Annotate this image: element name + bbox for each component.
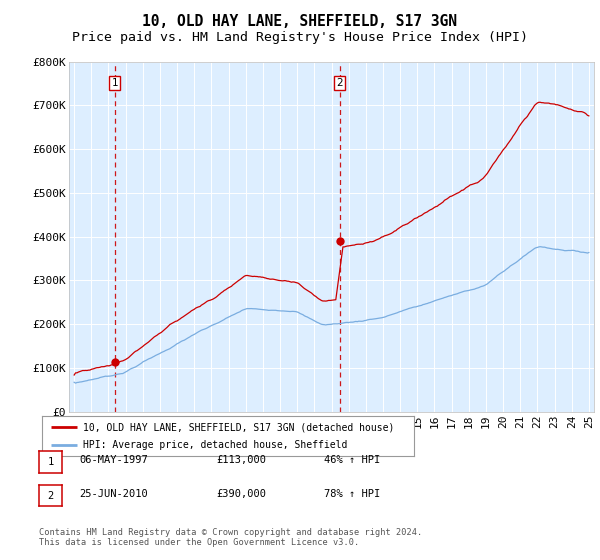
Text: £390,000: £390,000 <box>216 489 266 499</box>
Text: 10, OLD HAY LANE, SHEFFIELD, S17 3GN (detached house): 10, OLD HAY LANE, SHEFFIELD, S17 3GN (de… <box>83 422 394 432</box>
Text: 2: 2 <box>337 78 343 88</box>
Text: £113,000: £113,000 <box>216 455 266 465</box>
Text: 46% ↑ HPI: 46% ↑ HPI <box>324 455 380 465</box>
Text: 06-MAY-1997: 06-MAY-1997 <box>79 455 148 465</box>
Text: Contains HM Land Registry data © Crown copyright and database right 2024.
This d: Contains HM Land Registry data © Crown c… <box>39 528 422 547</box>
Text: 1: 1 <box>112 78 118 88</box>
Text: 25-JUN-2010: 25-JUN-2010 <box>79 489 148 499</box>
Text: 1: 1 <box>47 457 53 467</box>
Text: 10, OLD HAY LANE, SHEFFIELD, S17 3GN: 10, OLD HAY LANE, SHEFFIELD, S17 3GN <box>143 14 458 29</box>
Text: 78% ↑ HPI: 78% ↑ HPI <box>324 489 380 499</box>
Text: 2: 2 <box>47 491 53 501</box>
Text: Price paid vs. HM Land Registry's House Price Index (HPI): Price paid vs. HM Land Registry's House … <box>72 31 528 44</box>
Text: HPI: Average price, detached house, Sheffield: HPI: Average price, detached house, Shef… <box>83 440 347 450</box>
